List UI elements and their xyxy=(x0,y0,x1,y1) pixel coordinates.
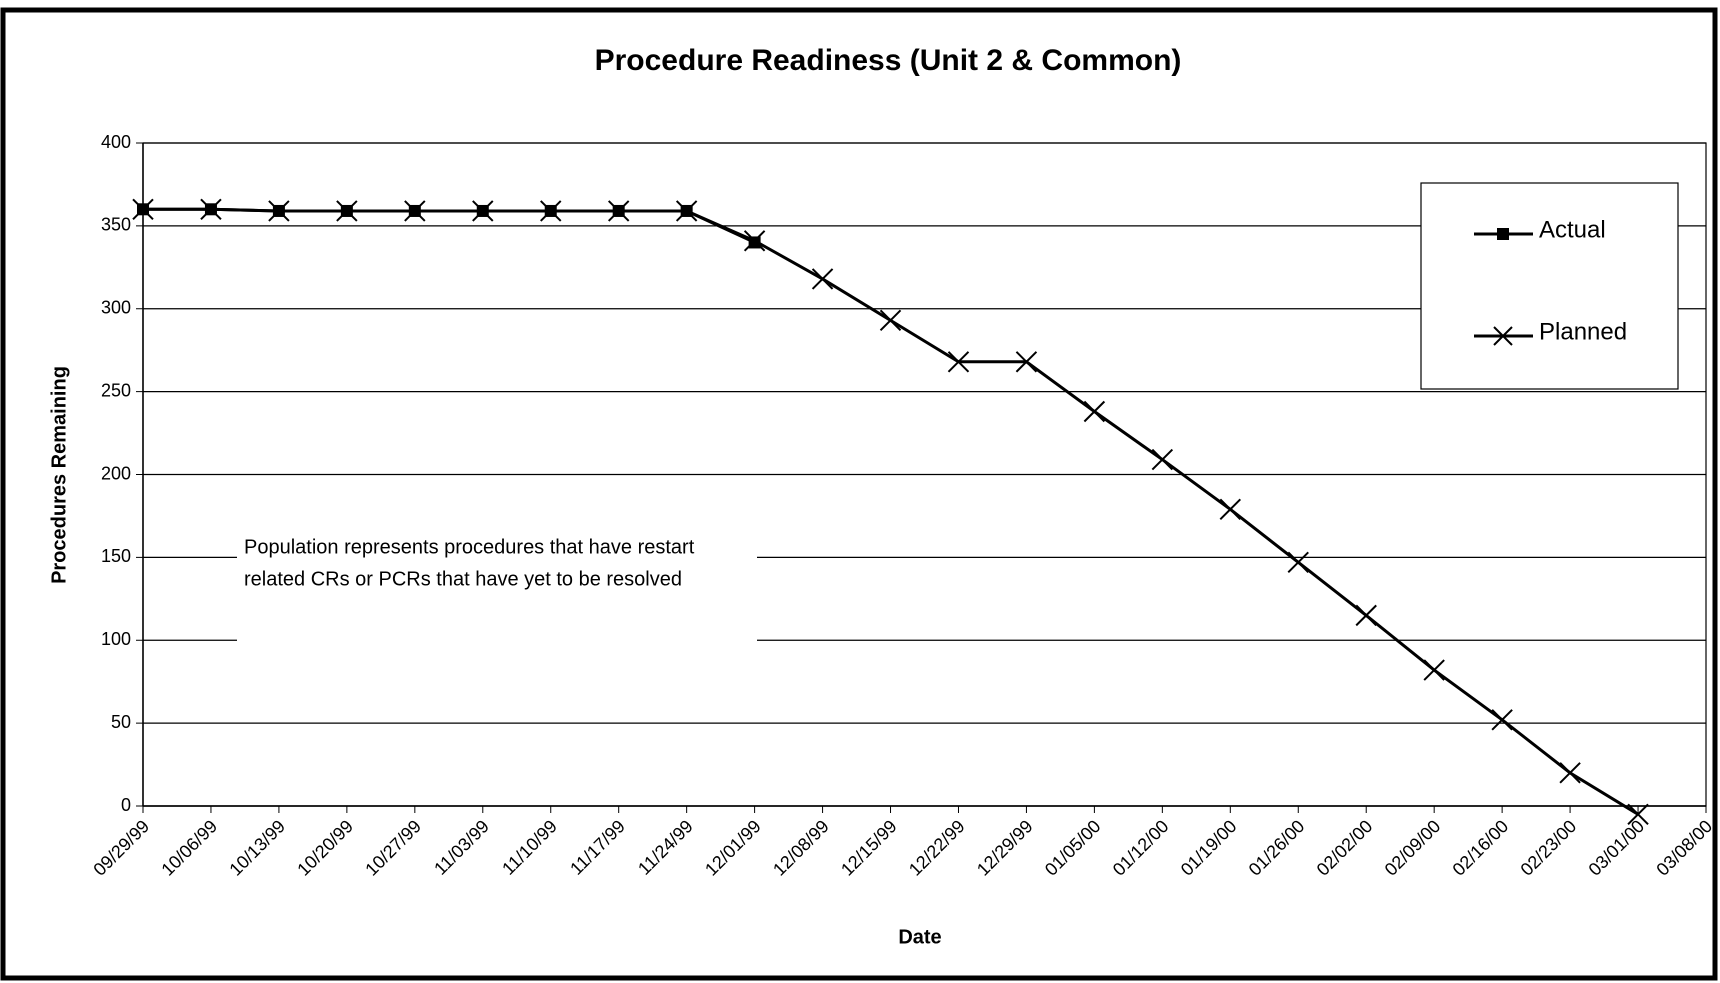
x-tick-label: 02/09/00 xyxy=(1381,816,1445,880)
y-tick-label: 50 xyxy=(111,712,131,732)
x-axis-label: Date xyxy=(898,926,941,948)
point xyxy=(336,200,358,222)
x-tick-label: 10/27/99 xyxy=(361,816,425,880)
x-tick-label: 11/03/99 xyxy=(430,816,493,879)
y-axis-label: Procedures Remaining xyxy=(48,366,70,584)
x-tick-label: 01/19/00 xyxy=(1177,816,1241,880)
point xyxy=(132,198,154,221)
x-tick-label: 02/16/00 xyxy=(1449,816,1513,880)
point xyxy=(675,200,698,222)
x-tick-label: 10/20/99 xyxy=(293,816,357,880)
x-tick-label: 01/05/00 xyxy=(1041,816,1105,880)
point xyxy=(1627,803,1649,825)
x-tick-label: 02/02/00 xyxy=(1313,816,1377,880)
x-tick-label: 12/15/99 xyxy=(837,816,901,880)
annotation: Population represents procedures that ha… xyxy=(244,536,695,558)
y-tick-label: 400 xyxy=(101,132,131,152)
point xyxy=(1355,604,1377,627)
x-tick-label: 01/26/00 xyxy=(1245,816,1309,880)
y-tick-label: 0 xyxy=(121,795,131,815)
legend-marker xyxy=(1497,228,1509,240)
x-tick-label: 12/08/99 xyxy=(769,816,833,880)
x-tick-label: 03/08/00 xyxy=(1652,816,1716,880)
point xyxy=(947,351,970,373)
point xyxy=(1083,400,1106,423)
x-tick-label: 12/01/99 xyxy=(701,816,765,880)
x-tick-label: 12/29/99 xyxy=(973,816,1037,880)
x-tick-label: 12/22/99 xyxy=(905,816,969,880)
point xyxy=(1559,762,1581,784)
y-tick-label: 350 xyxy=(101,215,131,235)
point xyxy=(1287,551,1309,574)
x-tick-label: 01/12/00 xyxy=(1109,816,1173,880)
y-tick-label: 200 xyxy=(101,463,131,483)
x-tick-label: 09/29/99 xyxy=(89,816,153,880)
point xyxy=(607,200,630,222)
point xyxy=(879,309,902,332)
x-tick-label: 11/17/99 xyxy=(566,816,629,879)
legend-marker xyxy=(1493,326,1513,346)
point xyxy=(1151,448,1174,471)
point xyxy=(268,200,290,222)
x-tick-label: 10/13/99 xyxy=(225,816,289,880)
x-tick-label: 10/06/99 xyxy=(157,816,221,880)
y-tick-label: 300 xyxy=(101,298,131,318)
x-tick-label: 03/01/00 xyxy=(1585,816,1649,880)
annotation-box xyxy=(237,520,757,652)
y-tick-label: 250 xyxy=(101,380,131,400)
point xyxy=(1423,659,1445,681)
point xyxy=(1219,498,1242,521)
y-tick-label: 150 xyxy=(101,546,131,566)
point xyxy=(540,200,562,222)
point xyxy=(472,200,494,222)
legend xyxy=(1420,182,1679,390)
x-tick-label: 02/23/00 xyxy=(1517,816,1581,880)
legend-label: Actual xyxy=(1539,216,1606,243)
point xyxy=(1491,709,1513,731)
point xyxy=(811,268,834,290)
point xyxy=(200,198,222,221)
point xyxy=(404,200,426,222)
y-tick-label: 100 xyxy=(101,629,131,649)
x-tick-label: 11/10/99 xyxy=(498,816,561,879)
annotation: related CRs or PCRs that have yet to be … xyxy=(244,568,682,590)
point xyxy=(1015,351,1038,373)
x-tick-label: 11/24/99 xyxy=(634,816,697,879)
point xyxy=(743,230,766,252)
frame xyxy=(0,7,1718,981)
chart-title: Procedure Readiness (Unit 2 & Common) xyxy=(595,44,1182,77)
legend-label: Planned xyxy=(1539,318,1627,345)
